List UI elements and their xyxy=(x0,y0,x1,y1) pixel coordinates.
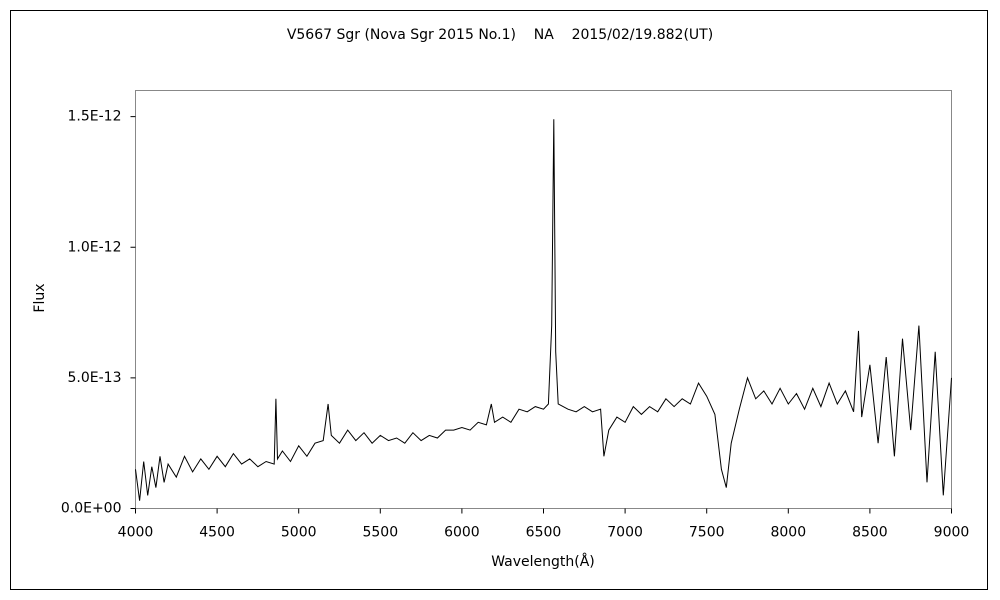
x-tick-label: 4500 xyxy=(199,525,235,541)
y-axis-label: Flux xyxy=(32,283,48,312)
x-tick-label: 5500 xyxy=(362,525,398,541)
x-tick-label: 5000 xyxy=(281,525,317,541)
x-tick-label: 6000 xyxy=(444,525,480,541)
plot-area xyxy=(135,90,952,509)
x-tick-label: 7000 xyxy=(607,525,643,541)
y-tick-label: 5.0E-13 xyxy=(68,370,122,386)
chart-title: V5667 Sgr (Nova Sgr 2015 No.1) NA 2015/0… xyxy=(287,27,713,43)
x-axis-label: Wavelength(Å) xyxy=(491,553,595,570)
x-tick-label: 8500 xyxy=(852,525,888,541)
x-tick-label: 4000 xyxy=(118,525,154,541)
y-tick-label: 1.5E-12 xyxy=(68,109,122,125)
x-tick-label: 6500 xyxy=(526,525,562,541)
y-tick-label: 1.0E-12 xyxy=(68,239,122,255)
x-tick-label: 7500 xyxy=(689,525,725,541)
spectrum-line xyxy=(135,119,952,501)
y-tick-label: 0.0E+00 xyxy=(61,501,122,517)
x-tick-label: 8000 xyxy=(770,525,806,541)
x-tick-label: 9000 xyxy=(934,525,970,541)
